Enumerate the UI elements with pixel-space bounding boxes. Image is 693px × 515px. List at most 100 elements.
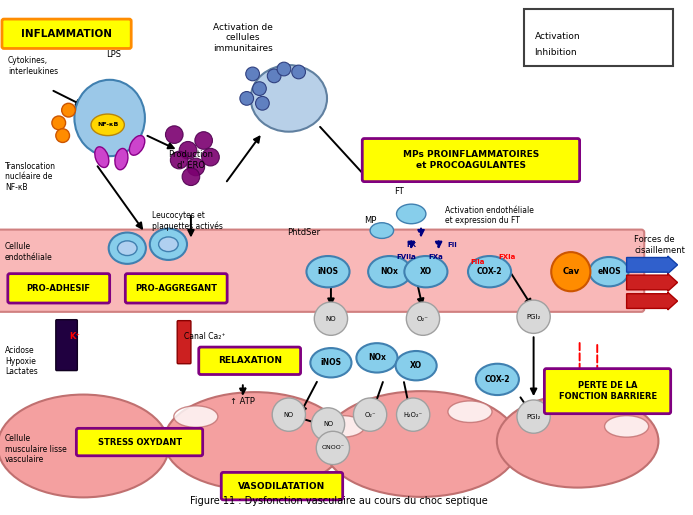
Text: PGI₂: PGI₂ <box>527 414 541 420</box>
Text: Cellule
endothéliale: Cellule endothéliale <box>5 243 53 262</box>
Text: INFLAMMATION: INFLAMMATION <box>21 29 112 39</box>
Ellipse shape <box>251 65 327 132</box>
Text: MP: MP <box>365 216 376 225</box>
Circle shape <box>240 92 254 105</box>
Circle shape <box>170 151 188 169</box>
Ellipse shape <box>590 257 629 286</box>
Ellipse shape <box>74 80 145 156</box>
Text: FVIIa: FVIIa <box>396 254 416 260</box>
Text: iNOS: iNOS <box>317 267 338 276</box>
Circle shape <box>315 302 348 335</box>
Ellipse shape <box>404 256 448 287</box>
Text: NO: NO <box>326 316 336 322</box>
Circle shape <box>517 300 550 333</box>
Text: PRO-AGGREGANT: PRO-AGGREGANT <box>135 284 217 293</box>
FancyBboxPatch shape <box>125 273 227 303</box>
Text: ONOO⁻: ONOO⁻ <box>322 445 344 451</box>
FancyBboxPatch shape <box>545 369 671 414</box>
Circle shape <box>253 82 266 95</box>
FancyArrow shape <box>626 292 678 310</box>
Text: FT: FT <box>394 187 404 196</box>
Text: FXa: FXa <box>428 254 443 260</box>
Text: NOx: NOx <box>368 353 386 363</box>
Text: PRO-ADHESIF: PRO-ADHESIF <box>27 284 91 293</box>
Text: FXIa: FXIa <box>498 254 516 260</box>
Text: eNOS: eNOS <box>597 267 621 276</box>
Circle shape <box>202 148 219 166</box>
Text: ↑ ATP: ↑ ATP <box>230 398 255 406</box>
Circle shape <box>246 67 259 81</box>
Circle shape <box>179 142 197 159</box>
Text: FX: FX <box>406 242 416 248</box>
FancyArrow shape <box>626 256 678 273</box>
Circle shape <box>52 116 66 130</box>
Text: H₂O₂⁻: H₂O₂⁻ <box>403 411 423 418</box>
Text: Acidose
Hypoxie
Lactates: Acidose Hypoxie Lactates <box>5 346 37 376</box>
Circle shape <box>166 126 183 144</box>
Text: iNOS: iNOS <box>320 358 342 367</box>
Ellipse shape <box>370 223 394 238</box>
Text: NF-κB: NF-κB <box>97 123 119 127</box>
Circle shape <box>406 302 439 335</box>
Circle shape <box>62 104 76 117</box>
Text: K⁺: K⁺ <box>69 332 80 341</box>
Ellipse shape <box>174 406 218 427</box>
Text: NO: NO <box>283 411 294 418</box>
Text: Leucocytes et
plaquettes activés: Leucocytes et plaquettes activés <box>152 211 222 231</box>
Ellipse shape <box>321 416 365 437</box>
Text: XO: XO <box>420 267 432 276</box>
FancyBboxPatch shape <box>8 273 109 303</box>
Text: Cytokines,
interleukines: Cytokines, interleukines <box>8 56 58 76</box>
Text: LPS: LPS <box>106 50 121 59</box>
Text: Production
d' ERO: Production d' ERO <box>168 150 213 169</box>
FancyBboxPatch shape <box>0 230 644 312</box>
Ellipse shape <box>91 114 124 135</box>
Ellipse shape <box>356 343 398 372</box>
Text: MPs PROINFLAMMATOIRES
et PROCOAGULANTES: MPs PROINFLAMMATOIRES et PROCOAGULANTES <box>403 150 539 170</box>
Ellipse shape <box>468 256 511 287</box>
Ellipse shape <box>109 233 146 264</box>
Circle shape <box>292 65 306 79</box>
Text: Inhibition: Inhibition <box>534 48 577 57</box>
Ellipse shape <box>306 256 349 287</box>
Text: VASODILATATION: VASODILATATION <box>238 482 326 491</box>
Text: RELAXATION: RELAXATION <box>218 356 281 365</box>
Text: O₂⁻: O₂⁻ <box>417 316 429 322</box>
Text: Cellule
musculaire lisse
vasculaire: Cellule musculaire lisse vasculaire <box>5 434 67 464</box>
Text: Forces de
cisaillement: Forces de cisaillement <box>635 235 685 255</box>
Text: XO: XO <box>410 361 422 370</box>
Text: NOx: NOx <box>380 267 398 276</box>
Text: Canal Ca₂⁺: Canal Ca₂⁺ <box>184 332 225 341</box>
Ellipse shape <box>476 364 519 395</box>
Text: Activation: Activation <box>534 32 580 41</box>
Ellipse shape <box>164 392 345 490</box>
Ellipse shape <box>368 256 411 287</box>
Text: Activation de
cellules
immunitaires: Activation de cellules immunitaires <box>213 23 273 53</box>
Text: STRESS OXYDANT: STRESS OXYDANT <box>98 438 182 447</box>
FancyBboxPatch shape <box>2 19 131 48</box>
Ellipse shape <box>118 241 137 255</box>
Circle shape <box>256 96 270 110</box>
FancyBboxPatch shape <box>199 347 301 374</box>
FancyBboxPatch shape <box>76 428 202 456</box>
Text: COX-2: COX-2 <box>477 267 502 276</box>
Circle shape <box>316 431 349 465</box>
Text: Figure 11 : Dysfonction vasculaire au cours du choc septique: Figure 11 : Dysfonction vasculaire au co… <box>190 496 488 506</box>
Text: NO: NO <box>323 421 333 427</box>
Text: FII: FII <box>448 242 457 248</box>
Circle shape <box>311 408 344 441</box>
Ellipse shape <box>396 204 426 224</box>
FancyBboxPatch shape <box>177 321 191 364</box>
Ellipse shape <box>150 229 187 260</box>
Circle shape <box>182 168 200 185</box>
Ellipse shape <box>310 348 351 377</box>
Circle shape <box>277 62 291 76</box>
Text: PhtdSer: PhtdSer <box>287 228 320 237</box>
Text: COX-2: COX-2 <box>484 375 510 384</box>
Circle shape <box>195 132 213 149</box>
Text: O₂⁻: O₂⁻ <box>365 411 376 418</box>
Ellipse shape <box>448 401 492 422</box>
FancyBboxPatch shape <box>221 472 342 500</box>
Ellipse shape <box>604 416 649 437</box>
Circle shape <box>56 129 69 143</box>
